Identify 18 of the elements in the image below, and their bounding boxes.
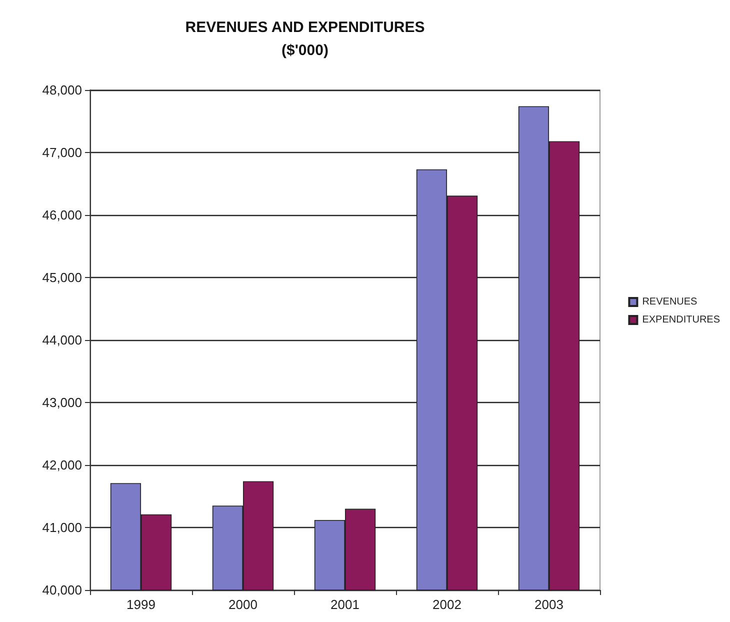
y-tick-label: 48,000: [42, 82, 82, 98]
y-tick-label: 44,000: [42, 332, 82, 348]
x-tick-label: 2000: [228, 597, 258, 612]
x-tick-label: 2001: [330, 597, 360, 612]
chart-subtitle: ($'000): [282, 42, 328, 59]
y-tick-label: 40,000: [42, 582, 82, 598]
y-tick-label: 41,000: [42, 520, 82, 535]
x-tick-label: 2002: [432, 597, 462, 612]
legend-label: REVENUES: [642, 296, 698, 308]
chart-title: REVENUES AND EXPENDITURES: [185, 19, 425, 36]
x-tick-label: 1999: [126, 597, 156, 612]
y-tick-label: 43,000: [42, 395, 82, 410]
y-tick-label: 47,000: [42, 145, 82, 160]
x-tick-label: 2003: [534, 597, 564, 612]
legend-label: EXPENDITURES: [642, 314, 720, 326]
y-tick-label: 45,000: [42, 270, 82, 285]
y-tick-label: 46,000: [42, 208, 82, 222]
y-tick-label: 42,000: [42, 458, 82, 472]
